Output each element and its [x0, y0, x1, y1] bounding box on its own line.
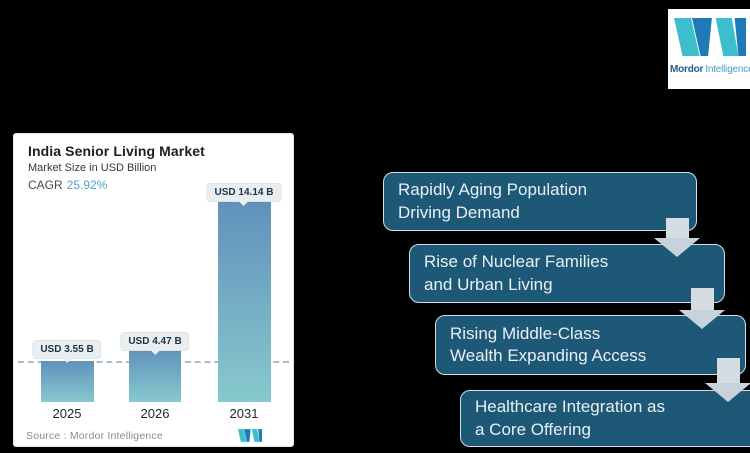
value-label-2025: USD 3.55 B	[32, 340, 102, 359]
driver-text-line: Healthcare Integration as	[475, 397, 665, 417]
driver-text-line: Wealth Expanding Access	[450, 346, 647, 365]
bar-2031	[218, 202, 271, 402]
arrow-head	[679, 310, 725, 329]
driver-text-line: and Urban Living	[424, 274, 553, 294]
driver-text-line: Rise of Nuclear Families	[424, 252, 609, 272]
brand-name-light: Intelligence	[705, 64, 750, 75]
cagr-row: CAGR 25.92%	[28, 178, 107, 192]
axis-label-2025: 2025	[52, 406, 82, 421]
driver-box-healthcare-integration: Healthcare Integration as a Core Offerin…	[460, 390, 750, 447]
market-chart-card: India Senior Living Market Market Size i…	[13, 133, 294, 447]
arrow-head	[654, 238, 700, 257]
driver-box-aging-population: Rapidly Aging Population Driving Demand	[383, 172, 697, 231]
driver-box-middle-class-wealth: Rising Middle-Class Wealth Expanding Acc…	[435, 315, 746, 375]
driver-box-nuclear-families: Rise of Nuclear Families and Urban Livin…	[409, 244, 725, 303]
driver-text-line: Rising Middle-Class	[450, 323, 601, 343]
driver-text-line: Rapidly Aging Population	[398, 180, 588, 200]
cagr-label: CAGR	[28, 178, 63, 192]
chart-title: India Senior Living Market	[28, 143, 205, 159]
arrow-head	[705, 383, 750, 402]
brand-name: Mordor Intelligence	[670, 64, 750, 75]
arrow-shaft	[690, 288, 714, 311]
bar-2026	[129, 349, 181, 402]
cagr-value: 25.92%	[66, 178, 108, 192]
mordor-intelligence-logo-icon	[674, 18, 746, 56]
value-label-2031: USD 14.14 B	[206, 183, 282, 202]
mordor-intelligence-logo-icon-small	[238, 429, 262, 442]
source-note: Source : Mordor Intelligence	[26, 430, 163, 442]
brand-logo: Mordor Intelligence	[668, 9, 750, 89]
driver-text-line: Driving Demand	[398, 202, 520, 222]
brand-name-bold: Mordor	[670, 64, 704, 75]
chart-subtitle: Market Size in USD Billion	[28, 162, 157, 174]
arrow-shaft	[665, 218, 689, 239]
value-label-2026: USD 4.47 B	[120, 332, 190, 351]
axis-label-2026: 2026	[140, 406, 170, 421]
axis-label-2031: 2031	[229, 406, 259, 421]
arrow-shaft	[716, 358, 740, 384]
driver-text-line: a Core Offering	[475, 419, 591, 439]
bar-2025	[41, 361, 94, 402]
